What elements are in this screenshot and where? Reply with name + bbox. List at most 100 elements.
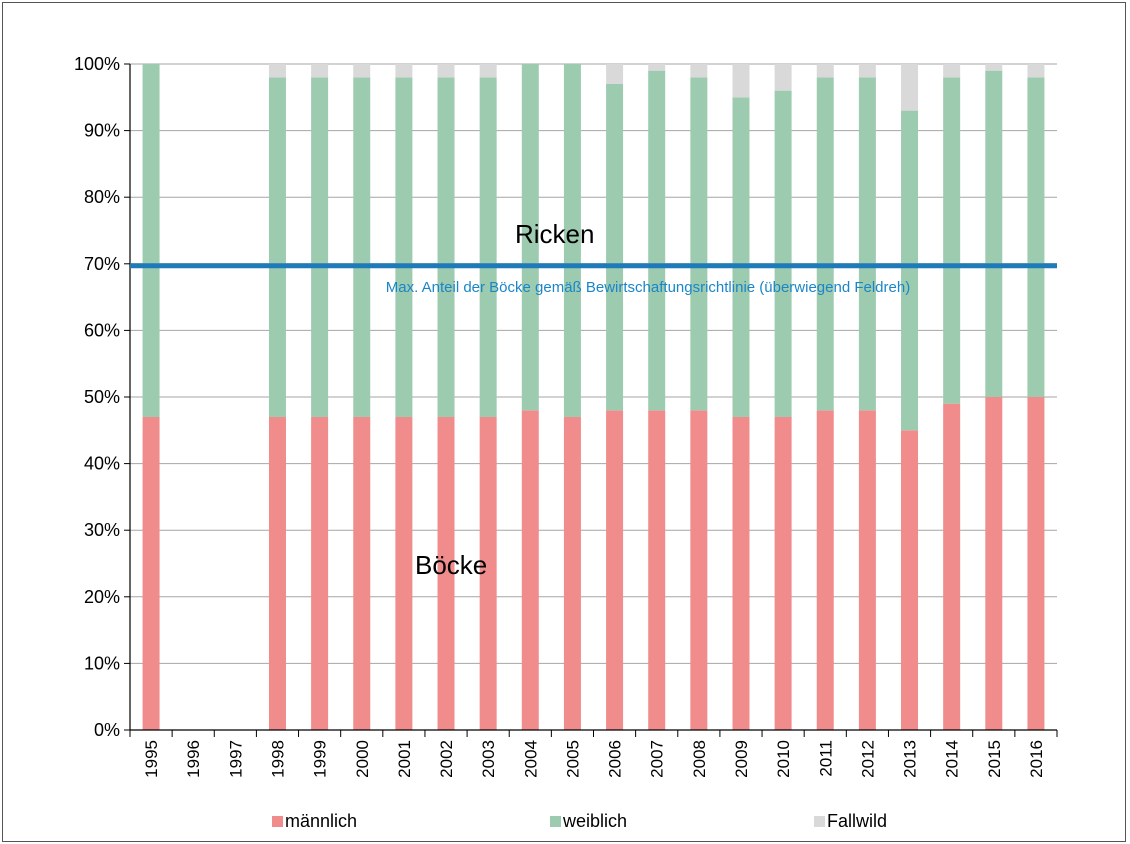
legend-label-Fallwild: Fallwild: [827, 811, 887, 831]
bar-männlich-2011: [816, 410, 834, 730]
legend-swatch-männlich: [272, 816, 283, 827]
bar-Fallwild-2015: [985, 64, 1003, 71]
bar-männlich-2001: [395, 416, 413, 730]
legend: männlich weiblich Fallwild: [272, 811, 887, 831]
bar-Fallwild-2008: [690, 64, 708, 78]
bar-weiblich-2007: [648, 70, 666, 411]
bar-weiblich-2009: [732, 97, 750, 417]
bar-Fallwild-1998: [268, 64, 286, 78]
y-tick-label: 60%: [84, 320, 120, 340]
x-tick-label: 2016: [1027, 740, 1046, 778]
x-tick-label: 2003: [479, 740, 498, 778]
x-tick-labels: 1995 1996 1997 1998 1999 2000 2001 2002 2003 2004…: [142, 740, 1046, 778]
y-tick-label: 80%: [84, 187, 120, 207]
bar-weiblich-2004: [521, 64, 539, 411]
bar-männlich-2003: [479, 416, 497, 730]
bars: [142, 64, 1045, 730]
legend-swatch-Fallwild: [814, 816, 825, 827]
bar-weiblich-2014: [943, 77, 961, 404]
x-tick-label: 2004: [521, 740, 540, 778]
bar-weiblich-2001: [395, 77, 413, 417]
legend-label-männlich: männlich: [285, 811, 357, 831]
x-tick-label: 2012: [858, 740, 877, 778]
bar-Fallwild-2002: [437, 64, 455, 78]
bar-weiblich-1998: [268, 77, 286, 417]
bar-Fallwild-2001: [395, 64, 413, 78]
x-tick-label: 2002: [437, 740, 456, 778]
reference-line-label: Max. Anteil der Böcke gemäß Bewirtschaft…: [386, 279, 910, 296]
y-tick-label: 90%: [84, 121, 120, 141]
bar-Fallwild-2009: [732, 64, 750, 98]
y-tick-label: 10%: [84, 653, 120, 673]
bar-weiblich-2013: [901, 110, 919, 431]
annotation-boecke: Böcke: [415, 550, 487, 580]
x-tick-label: 2005: [563, 740, 582, 778]
y-tick-label: 70%: [84, 254, 120, 274]
bar-männlich-1998: [268, 416, 286, 730]
bar-männlich-2008: [690, 410, 708, 730]
bar-männlich-2007: [648, 410, 666, 730]
bar-männlich-2006: [606, 410, 624, 730]
bar-weiblich-2003: [479, 77, 497, 417]
x-tick-label: 2008: [690, 740, 709, 778]
bar-Fallwild-2011: [816, 64, 834, 78]
y-tick-label: 50%: [84, 387, 120, 407]
bar-weiblich-1995: [142, 64, 160, 417]
bar-weiblich-2008: [690, 77, 708, 411]
bar-männlich-2013: [901, 430, 919, 730]
y-tick-label: 0%: [94, 720, 120, 740]
bar-männlich-2016: [1027, 397, 1045, 730]
x-tick-label: 2014: [943, 740, 962, 778]
x-tick-label: 2013: [901, 740, 920, 778]
legend-label-weiblich: weiblich: [562, 811, 627, 831]
bar-männlich-1999: [311, 416, 329, 730]
bar-weiblich-1999: [311, 77, 329, 417]
bar-männlich-2012: [858, 410, 876, 730]
bar-Fallwild-2003: [479, 64, 497, 78]
bar-weiblich-2000: [353, 77, 371, 417]
bar-weiblich-2006: [606, 83, 624, 411]
bar-männlich-2009: [732, 416, 750, 730]
bar-Fallwild-2014: [943, 64, 961, 78]
bar-männlich-2010: [774, 416, 792, 730]
bar-männlich-2015: [985, 397, 1003, 730]
bar-Fallwild-2000: [353, 64, 371, 78]
y-tick-label: 20%: [84, 587, 120, 607]
bar-männlich-2005: [563, 416, 581, 730]
x-tick-label: 2010: [774, 740, 793, 778]
bar-Fallwild-2013: [901, 64, 919, 111]
x-tick-label: 2015: [985, 740, 1004, 778]
y-tick-label: 30%: [84, 520, 120, 540]
bar-männlich-1995: [142, 416, 160, 730]
bar-Fallwild-1999: [311, 64, 329, 78]
x-tick-label: 2009: [732, 740, 751, 778]
legend-swatch-weiblich: [550, 816, 561, 827]
x-tick-label: 1995: [142, 740, 161, 778]
y-tick-label: 100%: [74, 54, 120, 74]
bar-weiblich-2011: [816, 77, 834, 411]
bar-weiblich-2005: [563, 64, 581, 417]
y-tick-label: 40%: [84, 454, 120, 474]
x-tick-label: 1999: [311, 740, 330, 778]
bar-männlich-2014: [943, 403, 961, 730]
bar-Fallwild-2012: [858, 64, 876, 78]
annotation-ricken: Ricken: [515, 219, 594, 249]
x-tick-label: 1997: [226, 740, 245, 778]
x-tick-label: 2007: [648, 740, 667, 778]
axes: [129, 64, 1058, 737]
bar-Fallwild-2007: [648, 64, 666, 71]
x-tick-label: 1998: [268, 740, 287, 778]
bar-weiblich-2012: [858, 77, 876, 411]
bar-männlich-2000: [353, 416, 371, 730]
bar-männlich-2004: [521, 410, 539, 730]
x-tick-label: 2001: [395, 740, 414, 778]
bar-Fallwild-2006: [606, 64, 624, 84]
bar-weiblich-2002: [437, 77, 455, 417]
y-tick-labels: 0% 10% 20% 30% 40% 50% 60% 70% 80% 90% 100%: [74, 54, 120, 740]
bar-weiblich-2010: [774, 90, 792, 417]
bar-männlich-2002: [437, 416, 455, 730]
bar-Fallwild-2016: [1027, 64, 1045, 78]
bar-weiblich-2015: [985, 70, 1003, 397]
bar-weiblich-2016: [1027, 77, 1045, 397]
x-tick-label: 2011: [816, 740, 835, 777]
